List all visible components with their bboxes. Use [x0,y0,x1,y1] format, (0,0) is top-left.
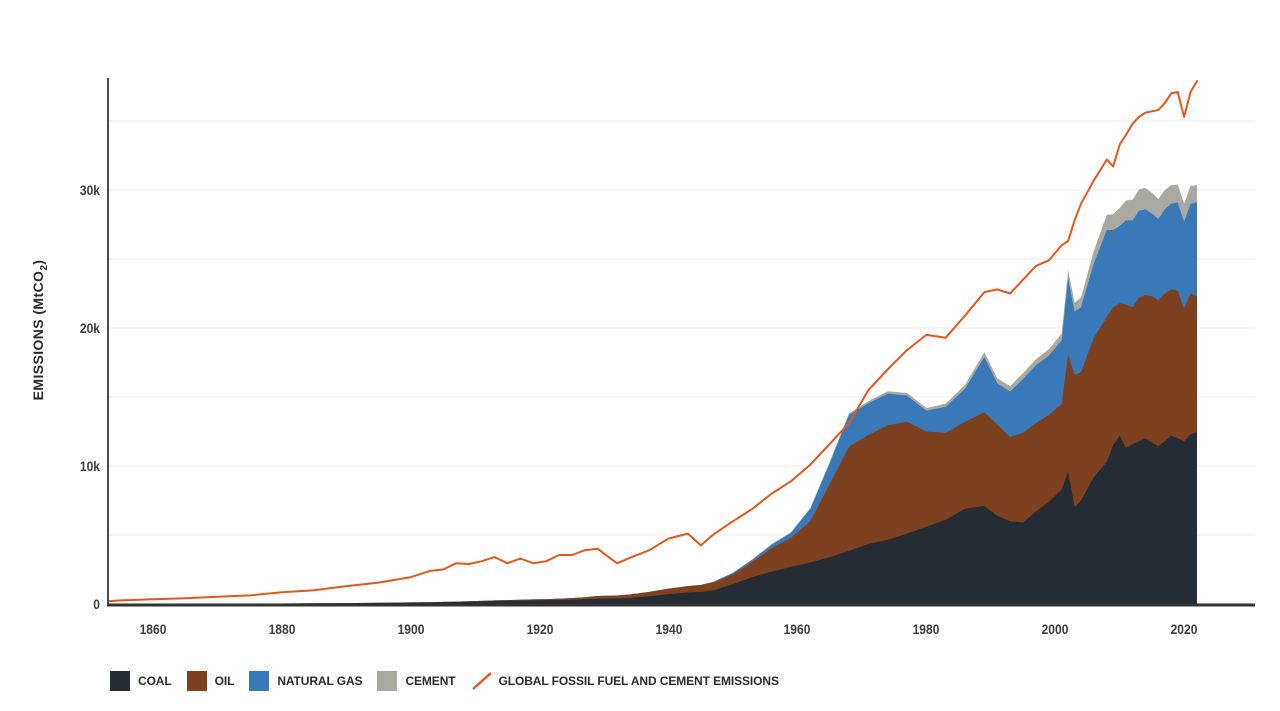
y-tick-0: 0 [93,596,100,612]
x-tick-2000: 2000 [1041,621,1069,637]
chart-legend: COAL OIL NATURAL GAS CEMENT GLOBAL FOSSIL FU… [110,671,779,691]
legend-swatch-icon [110,671,130,691]
area-coal [108,432,1197,604]
total-emissions-line [107,80,1198,603]
y-axis-title-text: EMISSIONS (MtCO [30,270,47,401]
x-tick-1920: 1920 [526,621,554,637]
legend-label: CEMENT [405,674,456,688]
legend-item-coal: COAL [110,671,172,691]
legend-label: NATURAL GAS [277,674,363,688]
legend-item-global-fossil-fuel-and-cement-emissions: GLOBAL FOSSIL FUEL AND CEMENT EMISSIONS [471,671,779,691]
y-axis-title-suffix: ) [30,259,47,265]
legend-swatch-icon [186,671,207,691]
legend-item-cement: CEMENT [377,671,456,691]
legend-label: GLOBAL FOSSIL FUEL AND CEMENT EMISSIONS [498,674,779,688]
legend-label: OIL [214,674,235,688]
legend-line-icon [471,672,491,690]
x-tick-2020: 2020 [1170,621,1198,637]
legend-swatch-icon [249,671,270,691]
legend-swatch-icon [377,671,398,691]
y-tick-20k: 20k [79,320,100,336]
x-tick-1960: 1960 [783,621,811,637]
y-tick-10k: 10k [79,458,100,474]
y-tick-30k: 30k [79,182,100,198]
legend-label: COAL [138,674,172,688]
y-axis-title-subscript: 2 [38,264,50,271]
area-oil [108,289,1197,604]
x-tick-1940: 1940 [655,621,683,637]
legend-item-natural-gas: NATURAL GAS [249,671,363,691]
x-tick-1900: 1900 [397,621,425,637]
x-tick-1860: 1860 [139,621,167,637]
x-tick-1880: 1880 [268,621,296,637]
y-axis-title: EMISSIONS (MtCO2) [30,260,50,401]
x-tick-1980: 1980 [912,621,940,637]
legend-item-oil: OIL [186,671,235,691]
